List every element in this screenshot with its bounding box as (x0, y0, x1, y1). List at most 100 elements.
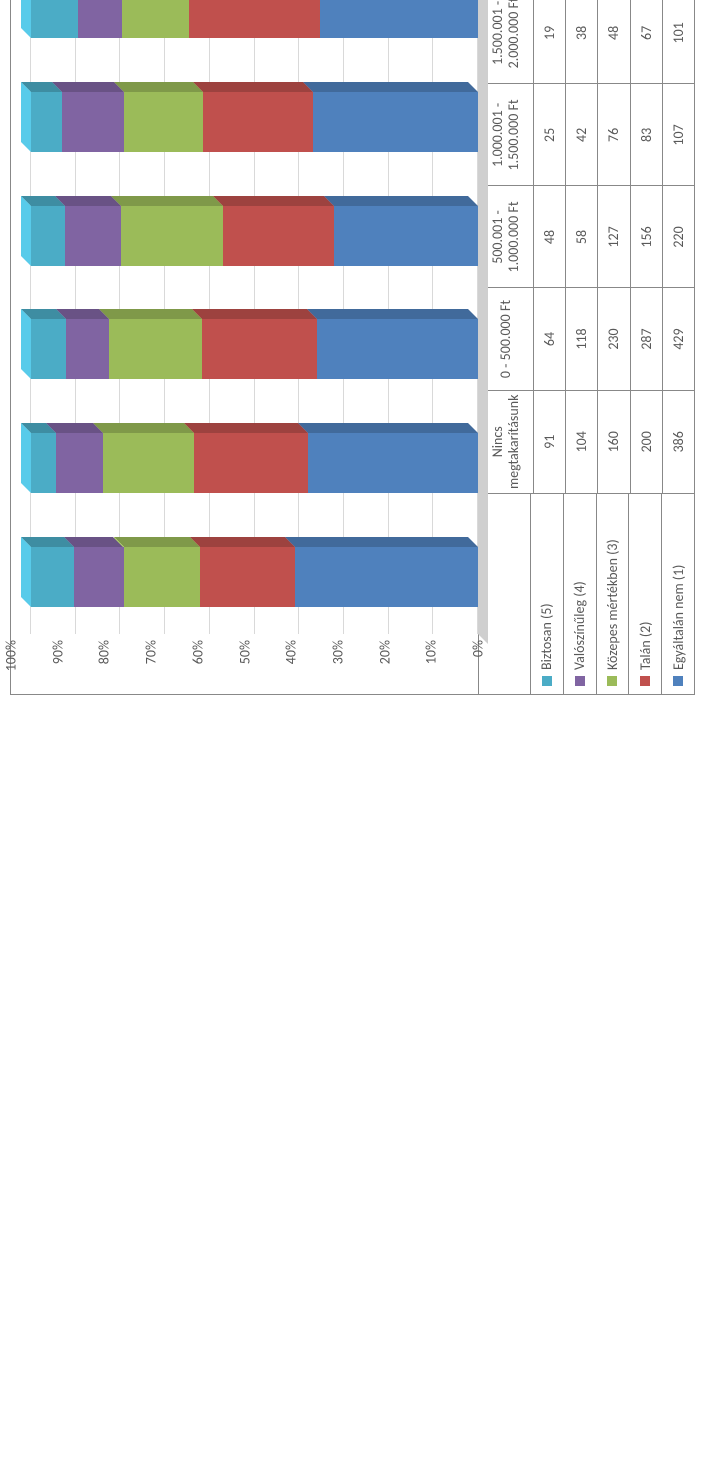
legend-item: Közepes mértékben (3) (597, 494, 630, 694)
bar-segment (56, 433, 103, 493)
bar-segment (62, 92, 124, 152)
y-tick-label: 90% (49, 640, 66, 694)
bar-segment (124, 92, 203, 152)
legend-item: Egyáltalán nem (1) (662, 494, 694, 694)
legend-swatch (575, 676, 585, 686)
y-tick-label: 30% (329, 640, 346, 694)
data-cell: 107 (663, 84, 694, 185)
bar (31, 547, 478, 607)
data-cell: 200 (631, 391, 663, 493)
y-axis: 0%10%20%30%40%50%60%70%80%90%100% (11, 634, 478, 694)
bar-segment (66, 319, 109, 379)
y-tick-label: 0% (470, 640, 487, 694)
bar-segment (31, 92, 62, 152)
data-column: 500.001 - 1.000.000 Ft4858127156220 (479, 185, 694, 287)
data-cell: 58 (566, 186, 598, 287)
bar (31, 433, 478, 493)
bar-segment (223, 206, 334, 266)
bar-segment (308, 433, 478, 493)
data-cell: 64 (534, 289, 566, 390)
legend-swatch (542, 676, 552, 686)
data-cell: 160 (598, 391, 630, 493)
data-cell: 429 (663, 289, 694, 390)
legend-label: Valószínűleg (4) (571, 581, 588, 670)
data-cell: 42 (566, 84, 598, 185)
plot-zone: 0%10%20%30%40%50%60%70%80%90%100% (11, 0, 478, 694)
data-cell: 91 (534, 391, 566, 493)
bar (31, 319, 478, 379)
data-cell: 76 (598, 84, 630, 185)
bar-segment (103, 433, 194, 493)
bar-segment (31, 0, 78, 38)
data-cell: 287 (631, 289, 663, 390)
legend-item: Talán (2) (629, 494, 662, 694)
legend-swatch (673, 676, 683, 686)
bar-segment (189, 0, 320, 38)
data-cell: 230 (598, 289, 630, 390)
bar-segment (313, 92, 478, 152)
data-cell: 48 (598, 0, 630, 83)
bar-segment (122, 0, 189, 38)
y-tick-label: 50% (236, 640, 253, 694)
data-column: 0 - 500.000 Ft64118230287429 (479, 288, 694, 390)
data-cell: 127 (598, 186, 630, 287)
legend-label: Biztosan (5) (538, 603, 555, 670)
bar-segment (124, 547, 200, 607)
data-cell: 104 (566, 391, 598, 493)
data-column: 1.000.001 - 1.500.000 Ft25427683107 (479, 83, 694, 185)
bar-segment (31, 547, 74, 607)
y-tick-label: 10% (423, 640, 440, 694)
bar-segment (334, 206, 478, 266)
bar-segment (65, 206, 121, 266)
y-tick-label: 40% (283, 640, 300, 694)
data-cell: 38 (566, 0, 598, 83)
data-cell: 101 (663, 0, 694, 83)
chart-floor (478, 0, 488, 644)
legend-item: Valószínűleg (4) (564, 494, 597, 694)
bar-segment (203, 92, 313, 152)
data-cell: 220 (663, 186, 694, 287)
legend-item: Biztosan (5) (531, 494, 564, 694)
y-tick-label: 60% (189, 640, 206, 694)
bar-segment (317, 319, 478, 379)
legend-label: Talán (2) (637, 622, 654, 670)
bar (31, 206, 478, 266)
y-tick-label: 100% (3, 640, 20, 694)
bar (31, 0, 478, 38)
plot-area (31, 0, 478, 634)
legend-swatch (607, 676, 617, 686)
data-columns: Nincs megtakarításunk911041602003860 - 5… (479, 0, 694, 493)
legend-label: Közepes mértékben (3) (604, 539, 621, 670)
bar-segment (74, 547, 123, 607)
data-cell: 48 (534, 186, 566, 287)
bar-segment (295, 547, 478, 607)
bar-segment (31, 433, 56, 493)
data-cell: 19 (534, 0, 566, 83)
data-cell: 83 (631, 84, 663, 185)
bar (31, 92, 478, 152)
bar-segment (200, 547, 295, 607)
bar-segment (31, 319, 66, 379)
bars-layer (31, 0, 478, 634)
legend-column: Biztosan (5) Valószínűleg (4) Közepes mért… (479, 493, 694, 694)
bar-segment (320, 0, 478, 38)
y-tick-label: 70% (143, 640, 160, 694)
data-cell: 118 (566, 289, 598, 390)
y-tick-label: 20% (376, 640, 393, 694)
bar-segment (194, 433, 308, 493)
data-cell: 156 (631, 186, 663, 287)
legend-swatch (640, 676, 650, 686)
data-cell: 25 (534, 84, 566, 185)
data-column: 1.500.001 - 2.000.000 Ft19384867101 (479, 0, 694, 83)
data-column: Nincs megtakarításunk91104160200386 (479, 390, 694, 493)
bar-segment (202, 319, 317, 379)
chart-container: 0%10%20%30%40%50%60%70%80%90%100% Biztos… (10, 0, 695, 695)
legend-label: Egyáltalán nem (1) (670, 565, 687, 670)
data-table: Biztosan (5) Valószínűleg (4) Közepes mért… (478, 0, 694, 694)
y-tick-label: 80% (96, 640, 113, 694)
bar-segment (78, 0, 122, 38)
data-cell: 67 (631, 0, 663, 83)
bar-segment (109, 319, 202, 379)
bar-segment (31, 206, 65, 266)
bar-segment (121, 206, 223, 266)
